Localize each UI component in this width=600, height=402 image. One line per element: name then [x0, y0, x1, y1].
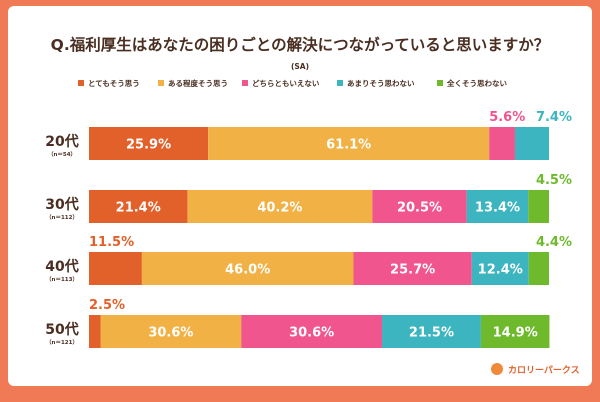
legend-label: 全くそう思わない	[446, 78, 507, 88]
bar-segment	[489, 127, 515, 160]
bar-segment	[187, 190, 373, 223]
bar-segment	[480, 315, 550, 348]
legend-label: あまりそう思わない	[347, 79, 415, 88]
bar-segment	[372, 190, 467, 223]
legend-swatch	[242, 80, 248, 86]
data-label: 46.0%	[225, 263, 270, 278]
legend-label: どちらともいえない	[252, 78, 320, 88]
legend-swatch	[158, 80, 164, 86]
bars: 20代（n＝54） 25.9% 61.1% 5.6% 7.4% 30代（n＝112） 21.…	[45, 110, 572, 348]
legend: とてもそう思う ある程度そう思う どちらともいえない あまりそう思わない 全くそう思わな…	[78, 78, 507, 88]
legend-label: とてもそう思う	[88, 79, 140, 88]
category-sublabel: （n＝121）	[46, 338, 78, 346]
data-label: 7.4%	[536, 110, 572, 125]
data-label: 30.6%	[148, 326, 193, 341]
bar-segment	[89, 315, 101, 348]
data-label: 12.4%	[478, 263, 523, 278]
data-label: 40.2%	[257, 201, 302, 216]
chart-subtitle: (SA)	[291, 62, 309, 71]
bar-segment	[89, 190, 188, 223]
bar-segment	[466, 190, 529, 223]
bar-segment	[89, 127, 209, 160]
logo-text: カロリーパークス	[508, 364, 580, 376]
data-label: 21.4%	[116, 201, 161, 216]
bar-segment	[528, 252, 549, 285]
data-label: 21.5%	[409, 326, 454, 341]
bar-segment	[208, 127, 490, 160]
bar-segment	[241, 315, 383, 348]
category-sublabel: （n＝112）	[46, 213, 78, 221]
data-label: 11.5%	[89, 235, 134, 250]
bar-segment	[141, 252, 354, 285]
category-label: 20代	[45, 133, 78, 150]
category-label: 50代	[45, 321, 78, 338]
chart-title: Q.福利厚生はあなたの困りごとの解決につながっていると思いますか？	[51, 35, 550, 54]
logo-icon	[491, 363, 503, 375]
data-label: 30.6%	[289, 326, 334, 341]
bar-segment	[353, 252, 472, 285]
data-label: 4.4%	[536, 235, 572, 250]
category-label: 30代	[45, 196, 78, 213]
data-label: 25.7%	[390, 263, 435, 278]
data-label: 20.5%	[397, 201, 442, 216]
data-label: 13.4%	[475, 201, 520, 216]
bar-segment	[100, 315, 242, 348]
logo: カロリーパークス	[491, 363, 580, 376]
bar-segment	[528, 190, 549, 223]
data-label: 14.9%	[493, 326, 538, 341]
bar-segment	[471, 252, 529, 285]
legend-swatch	[78, 80, 84, 86]
category-sublabel: （n＝54）	[48, 150, 76, 158]
bar-segment	[89, 252, 142, 285]
category-label: 40代	[45, 258, 78, 275]
legend-swatch	[437, 80, 443, 86]
bar-segment	[382, 315, 481, 348]
data-label: 25.9%	[126, 138, 171, 153]
data-label: 5.6%	[489, 110, 525, 125]
bar-segment	[514, 127, 549, 160]
legend-swatch	[337, 80, 343, 86]
legend-label: ある程度そう思う	[168, 78, 228, 88]
data-label: 2.5%	[89, 298, 125, 313]
data-label: 61.1%	[326, 138, 371, 153]
data-label: 4.5%	[536, 173, 572, 188]
category-sublabel: （n＝113）	[46, 275, 78, 283]
